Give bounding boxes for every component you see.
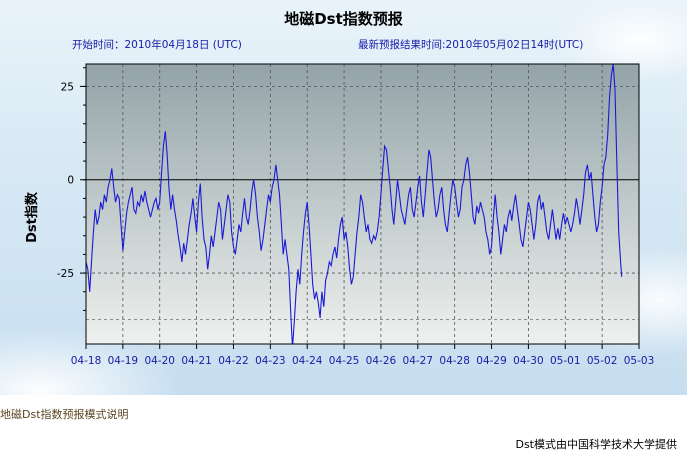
dst-chart: 04-18 04-19 04-20 04-21 04-22 04-23 04-24 04-25… — [57, 63, 655, 367]
plot-frame — [85, 63, 640, 345]
start-time-label: 开始时间：2010年04月18日 (UTC) — [72, 39, 242, 51]
x-tick-label: 04-19 — [108, 355, 139, 367]
x-tick-label: 04-20 — [144, 355, 175, 367]
x-tick-label: 04-23 — [255, 355, 286, 367]
model-description-link[interactable]: 地磁Dst指数预报模式说明 — [0, 408, 129, 421]
x-axis: 04-18 04-19 04-20 04-21 04-22 04-23 04-24 04-25… — [71, 344, 655, 367]
x-tick-label: 04-27 — [403, 355, 434, 367]
y-axis: 25 0 -25 — [57, 67, 86, 311]
page-title: 地磁Dst指数预报 — [284, 10, 403, 28]
x-tick-label: 05-02 — [587, 355, 618, 367]
x-tick-label: 04-26 — [366, 355, 397, 367]
x-tick-label: 05-01 — [550, 355, 581, 367]
model-credit: Dst模式由中国科学技术大学提供 — [515, 438, 677, 451]
forecast-time-label: 最新预报结果时间:2010年05月02日14时(UTC) — [358, 39, 584, 51]
x-tick-label: 04-30 — [513, 355, 544, 367]
x-tick-label: 04-21 — [181, 355, 212, 367]
x-tick-label: 04-25 — [329, 355, 360, 367]
x-tick-label: 04-29 — [476, 355, 507, 367]
x-tick-label: 05-03 — [624, 355, 655, 367]
x-tick-label: 04-24 — [292, 355, 323, 367]
x-tick-label: 04-22 — [218, 355, 249, 367]
horizontal-grid — [86, 86, 639, 321]
y-tick-label: -25 — [57, 268, 74, 280]
y-tick-label: 25 — [61, 81, 74, 93]
y-tick-label: 0 — [67, 175, 74, 187]
dst-series-line — [86, 64, 623, 344]
x-tick-label: 04-18 — [71, 355, 102, 367]
x-tick-label: 04-28 — [439, 355, 470, 367]
